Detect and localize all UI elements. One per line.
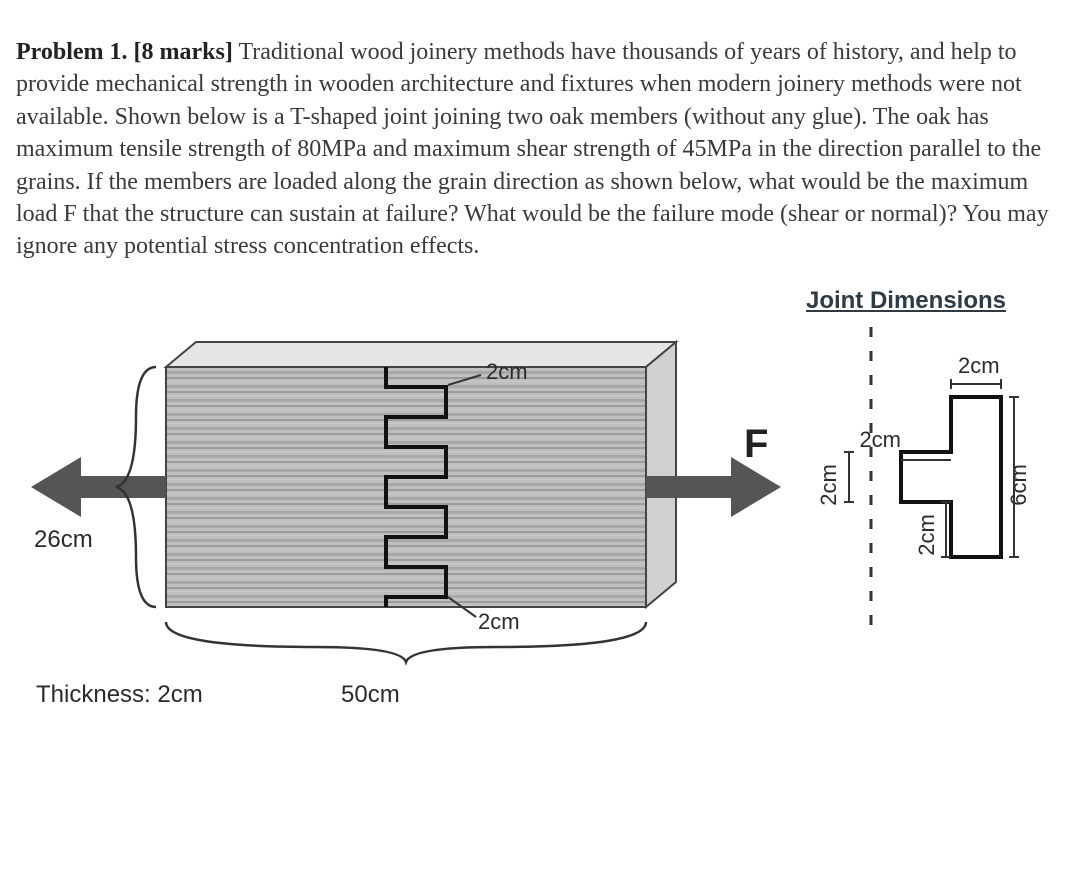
figure-area: Joint Dimensions 2cm 2cm 26cm bbox=[16, 287, 1066, 807]
joint-dimensions-title: Joint Dimensions bbox=[806, 287, 1006, 315]
label-profile-head-h: 6cm bbox=[1006, 464, 1031, 506]
problem-body: Traditional wood joinery methods have th… bbox=[16, 39, 1049, 259]
dim-profile-left-gap bbox=[844, 452, 854, 502]
label-bottom-step: 2cm bbox=[478, 609, 520, 634]
problem-text: Problem 1. [8 marks] Traditional wood jo… bbox=[16, 36, 1068, 263]
bottom-brace bbox=[166, 622, 646, 662]
figure-svg: 2cm 2cm 26cm F 50cm Thickness: 2cm 2cm 2… bbox=[16, 287, 1066, 807]
label-thickness: Thickness: 2cm bbox=[36, 681, 203, 708]
label-top-step: 2cm bbox=[486, 359, 528, 384]
label-profile-neck: 2cm bbox=[859, 427, 901, 452]
wood-block-side bbox=[646, 342, 676, 607]
problem-label: Problem 1. bbox=[16, 39, 128, 65]
label-force: F bbox=[744, 422, 768, 466]
problem-marks: [8 marks] bbox=[134, 39, 233, 65]
label-length: 50cm bbox=[341, 681, 400, 708]
label-profile-stem-h: 2cm bbox=[914, 514, 939, 556]
dim-profile-top bbox=[951, 379, 1001, 389]
label-profile-left-gap: 2cm bbox=[816, 464, 841, 506]
wood-block-top bbox=[166, 342, 676, 367]
label-profile-top: 2cm bbox=[958, 353, 1000, 378]
left-arrow-head bbox=[31, 457, 81, 517]
wood-block-front bbox=[166, 367, 646, 607]
label-height: 26cm bbox=[34, 526, 93, 553]
right-arrow-head bbox=[731, 457, 781, 517]
